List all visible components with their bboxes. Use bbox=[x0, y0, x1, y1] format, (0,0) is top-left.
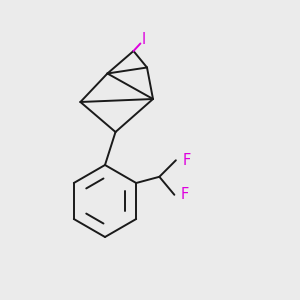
Text: I: I bbox=[142, 32, 146, 46]
Text: F: F bbox=[182, 153, 191, 168]
Text: F: F bbox=[181, 187, 189, 202]
